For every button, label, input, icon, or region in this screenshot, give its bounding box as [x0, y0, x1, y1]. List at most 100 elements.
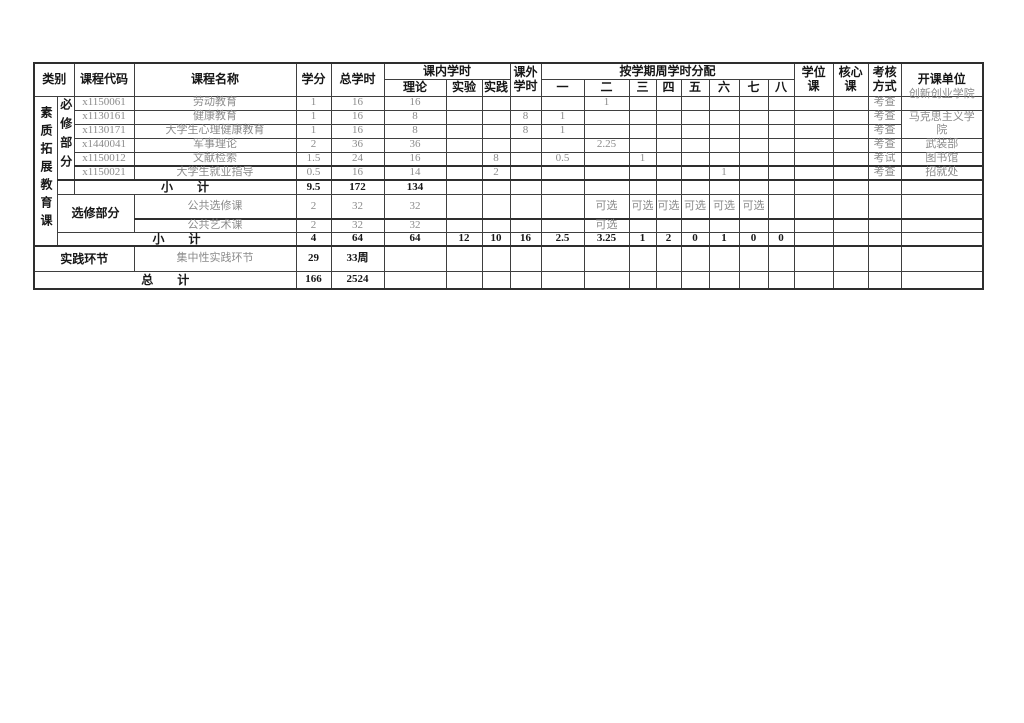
cell-name: 大学生就业指导	[133, 165, 297, 181]
cell-total-hours: 16	[330, 123, 385, 139]
cell-sem-8	[767, 178, 795, 195]
cell-sem-4	[655, 109, 682, 125]
cell-sem-6	[708, 109, 740, 125]
cell-sem-1	[540, 245, 585, 272]
cell-sem-2	[583, 123, 630, 139]
cell-experiment	[445, 123, 483, 139]
cell-sem-5	[680, 218, 710, 233]
header-sem-6: 六	[708, 78, 740, 97]
header-offering-unit: 开课单位	[900, 62, 984, 97]
cell-credits: 4	[295, 231, 332, 247]
cell-credits: 1	[295, 95, 332, 111]
header-extra-hours: 课外学时	[509, 62, 542, 97]
cell-extra	[509, 151, 542, 167]
practice-section-label: 实践环节	[33, 245, 135, 272]
cell-total-hours: 2524	[330, 270, 385, 290]
header-experiment: 实验	[445, 78, 483, 97]
header-sem-3: 三	[628, 78, 657, 97]
header-degree-course-text: 学位课	[801, 64, 826, 93]
cell-assess: 考查	[867, 123, 902, 139]
cell-sem-4	[655, 137, 682, 153]
cell-name: 文献检索	[133, 151, 297, 167]
cell-sem-8	[767, 270, 795, 290]
cell-sem-6	[708, 270, 740, 290]
cell-unit	[900, 193, 984, 220]
cell-sem-1: 1	[540, 123, 585, 139]
cell-sem-4	[655, 95, 682, 111]
header-course-code: 课程代码	[73, 62, 135, 97]
cell-sem-7	[738, 123, 769, 139]
cell-total-hours: 32	[330, 218, 385, 233]
cell-assess	[867, 218, 902, 233]
cell-degree	[793, 95, 834, 111]
cell-degree	[793, 193, 834, 220]
cell-practice	[481, 193, 511, 220]
cell-total-hours: 16	[330, 165, 385, 181]
cell-practice	[481, 137, 511, 153]
cell-sem-3	[628, 137, 657, 153]
cell-sem-5	[680, 151, 710, 167]
cell-unit: 创新创业学院	[900, 89, 984, 111]
cell-core	[832, 109, 869, 125]
course-row: x1130171 大学生心理健康教育 1 16 8 8 1 考查	[34, 123, 983, 139]
cell-core	[832, 218, 869, 233]
cell-name: 集中性实践环节	[133, 245, 297, 272]
cell-extra: 8	[509, 109, 542, 125]
cell-practice: 10	[481, 231, 511, 247]
cell-total-hours: 172	[330, 178, 385, 195]
cell-sem-2: 1	[583, 95, 630, 111]
cell-total-hours: 16	[330, 109, 385, 125]
curriculum-table: 类别 课程代码 课程名称 学分 总学时 课内学时 课外学时 按学期周学时分配 学…	[33, 62, 985, 291]
cell-sem-2	[583, 270, 630, 290]
cell-sem-7	[738, 151, 769, 167]
cell-sem-7	[738, 109, 769, 125]
header-total-hours: 总学时	[330, 62, 385, 97]
header-sem-7: 七	[738, 78, 769, 97]
cell-degree	[793, 231, 834, 247]
cell-sem-2: 3.25	[583, 231, 630, 247]
cell-sem-6	[708, 151, 740, 167]
cell-code: x1150061	[73, 95, 135, 111]
cell-sem-6	[708, 245, 740, 272]
cell-unit	[900, 218, 984, 233]
cell-theory: 134	[383, 178, 447, 195]
cell-sem-8	[767, 193, 795, 220]
cell-sem-3	[628, 109, 657, 125]
cell-name: 健康教育	[133, 109, 297, 125]
cell-sem-7	[738, 95, 769, 111]
cell-sem-5: 可选	[680, 193, 710, 220]
header-row-1: 类别 课程代码 课程名称 学分 总学时 课内学时 课外学时 按学期周学时分配 学…	[33, 62, 984, 97]
cell-extra	[509, 245, 542, 272]
header-course-name: 课程名称	[133, 62, 297, 97]
elective-label-cell: 选修部分	[56, 193, 135, 233]
cell-extra	[509, 193, 542, 220]
cell-assess: 考查	[867, 137, 902, 153]
cell-sem-2	[583, 165, 630, 181]
cell-core	[832, 193, 869, 220]
cell-name: 军事理论	[133, 137, 297, 153]
cell-sem-5	[680, 137, 710, 153]
cell-name: 公共艺术课	[133, 218, 297, 233]
cell-experiment	[445, 245, 483, 272]
cell-sem-3	[628, 218, 657, 233]
cell-name: 大学生心理健康教育	[133, 123, 297, 139]
cell-core	[832, 270, 869, 290]
cell-sem-2	[583, 109, 630, 125]
cell-unit-text: 马克思主义学院	[908, 110, 975, 136]
cell-unit-text: 创新创业学院	[908, 88, 975, 101]
cell-extra: 8	[509, 123, 542, 139]
cell-experiment	[445, 178, 483, 195]
cell-credits: 1	[295, 123, 332, 139]
header-core-course: 核心课	[832, 62, 869, 97]
cell-degree	[793, 151, 834, 167]
cell-degree	[793, 245, 834, 272]
cell-sem-1: 0.5	[540, 151, 585, 167]
cell-sem-4	[655, 178, 682, 195]
cell-sem-6	[708, 218, 740, 233]
cell-sem-4	[655, 151, 682, 167]
cell-core	[832, 231, 869, 247]
cell-sem-6	[708, 123, 740, 139]
subtotal-label: 小 计	[56, 231, 297, 247]
cell-assess	[867, 245, 902, 272]
cell-core	[832, 123, 869, 139]
